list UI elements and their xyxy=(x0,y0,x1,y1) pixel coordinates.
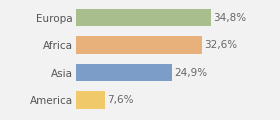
Bar xyxy=(76,91,105,109)
Text: 24,9%: 24,9% xyxy=(175,68,208,78)
Bar xyxy=(76,64,172,81)
Text: 34,8%: 34,8% xyxy=(213,13,246,23)
Bar xyxy=(76,9,211,27)
Text: 7,6%: 7,6% xyxy=(108,95,134,105)
Text: 32,6%: 32,6% xyxy=(204,40,238,50)
Bar xyxy=(76,36,202,54)
